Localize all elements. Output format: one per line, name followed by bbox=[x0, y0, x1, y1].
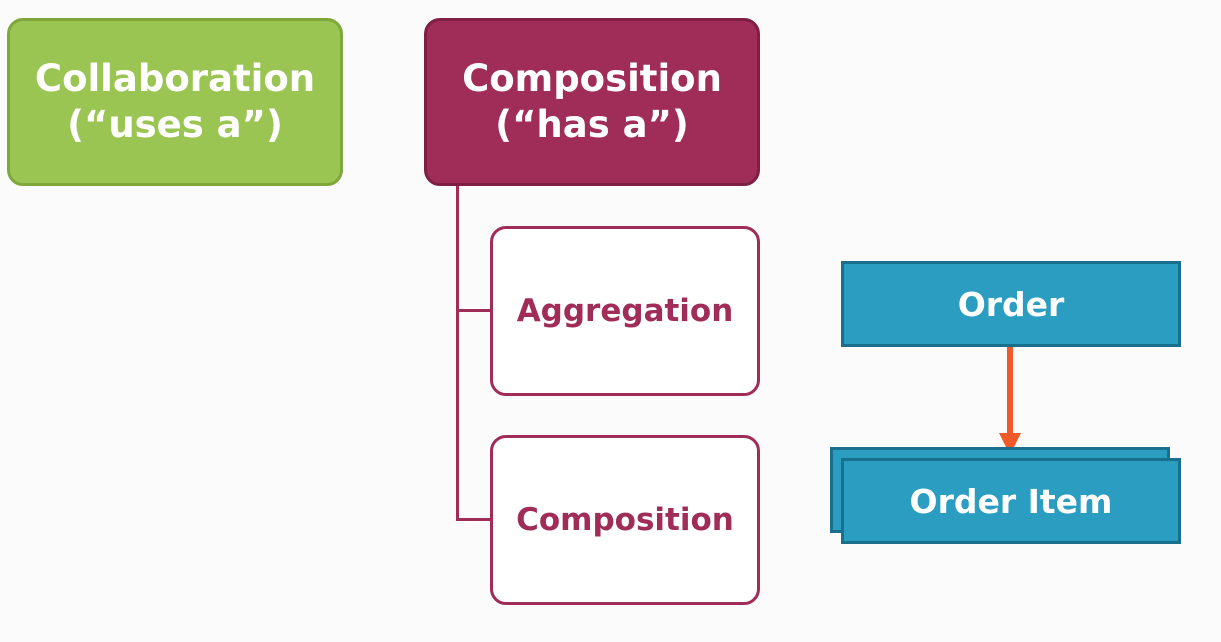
composition-child-box: Composition bbox=[490, 435, 760, 605]
composition-header-subtitle: (“has a”) bbox=[495, 103, 689, 146]
tree-connector-aggregation bbox=[456, 309, 492, 312]
aggregation-box: Aggregation bbox=[490, 226, 760, 396]
composition-header-box: Composition (“has a”) bbox=[424, 18, 760, 186]
order-box: Order bbox=[841, 261, 1181, 347]
collaboration-title: Collaboration bbox=[34, 57, 316, 100]
aggregation-label: Aggregation bbox=[516, 293, 734, 329]
composition-header-title: Composition bbox=[462, 57, 722, 100]
composition-child-label: Composition bbox=[516, 502, 734, 538]
order-arrow-shaft bbox=[1007, 347, 1013, 435]
order-label: Order bbox=[957, 284, 1065, 324]
tree-connector-composition bbox=[456, 518, 492, 521]
collaboration-subtitle: (“uses a”) bbox=[67, 103, 283, 146]
order-item-label: Order Item bbox=[909, 481, 1113, 521]
order-item-box: Order Item bbox=[841, 458, 1181, 544]
tree-vertical-connector bbox=[456, 186, 459, 521]
collaboration-box: Collaboration (“uses a”) bbox=[7, 18, 343, 186]
